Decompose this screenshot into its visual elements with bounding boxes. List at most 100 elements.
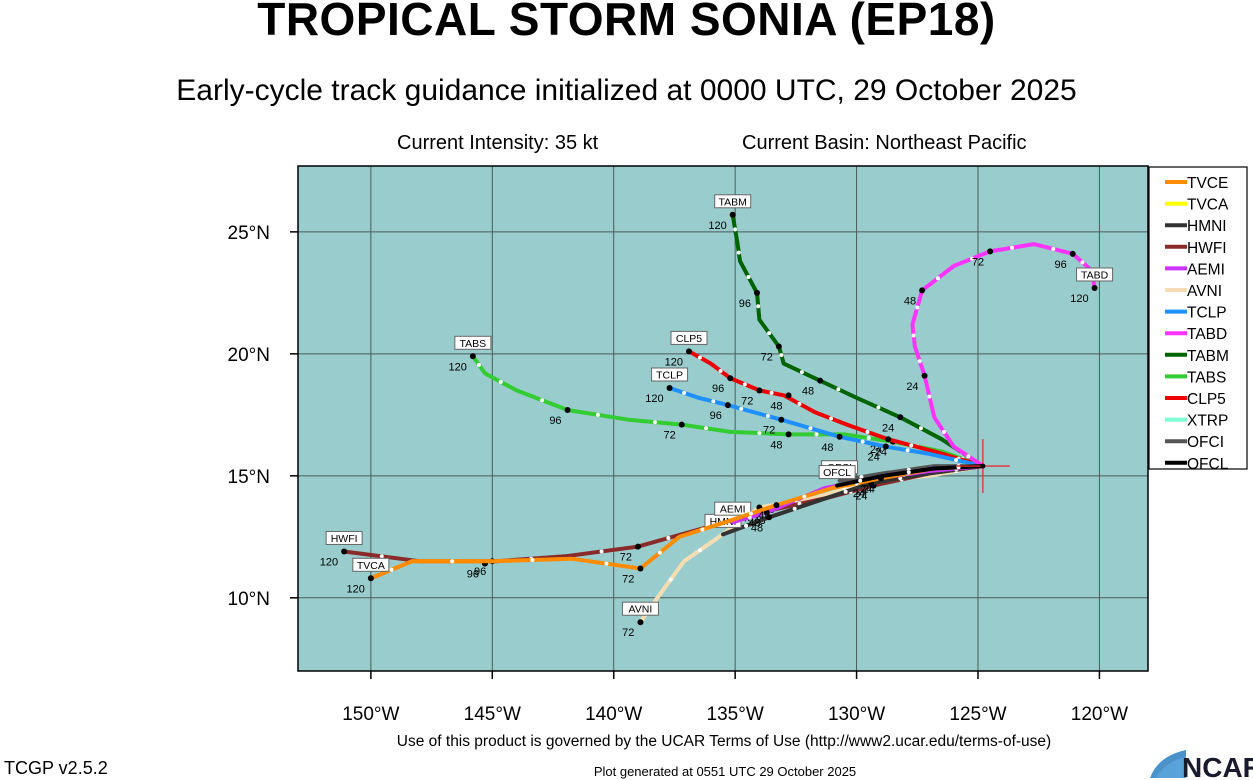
track-dot: [450, 559, 455, 564]
track-dot: [748, 511, 753, 516]
track-dot: [540, 398, 545, 403]
track-dot: [909, 443, 914, 448]
track-dot: [905, 448, 910, 453]
storm-center-point: [980, 463, 986, 469]
plot-generated: Plot generated at 0551 UTC 29 October 20…: [593, 764, 857, 779]
forecast-hour-label: 48: [821, 442, 833, 454]
track-dot: [1010, 245, 1014, 250]
track-tvca: 120 TVCA: [346, 557, 495, 595]
forecast-hour-point: [778, 416, 785, 423]
track-dot: [746, 275, 751, 280]
track-dot: [858, 478, 863, 483]
legend-item-ofcl: OFCL: [1165, 456, 1229, 473]
legend-item-aemi: AEMI: [1165, 261, 1225, 278]
legend-label: HMNI: [1187, 218, 1227, 235]
forecast-hour-point: [686, 348, 692, 355]
forecast-hour-label: 120: [665, 356, 683, 368]
forecast-hour-point: [341, 548, 348, 555]
track-dot: [906, 470, 911, 475]
track-dot: [757, 431, 762, 436]
legend-label: TABM: [1187, 348, 1229, 365]
forecast-hour-label: 48: [802, 386, 814, 398]
forecast-hour-point: [987, 248, 994, 255]
track-end-box: [714, 501, 752, 516]
forecast-hour-point: [836, 433, 843, 440]
forecast-hour-point: [785, 392, 792, 399]
forecast-hour-point: [785, 431, 792, 438]
lon-tick-label: 140°W: [585, 704, 642, 725]
forecast-hour-label: 72: [763, 425, 775, 437]
track-end-label: CLP5: [676, 333, 702, 345]
track-dot: [530, 557, 535, 562]
track-dot: [765, 414, 770, 419]
track-dot: [829, 416, 834, 421]
track-tabd: 24 48 72 96 120 TABD: [904, 242, 1114, 469]
track-end-box: [325, 530, 363, 545]
track-dot: [697, 355, 702, 360]
track-dot: [704, 426, 708, 431]
track-dot: [697, 548, 702, 553]
track-dot: [739, 406, 744, 411]
track-end-label: TABS: [460, 338, 487, 350]
forecast-hour-point: [1069, 250, 1076, 257]
forecast-hour-label: 96: [474, 566, 486, 578]
track-dot: [736, 250, 741, 255]
forecast-hour-point: [564, 406, 571, 413]
forecast-hour-label: 96: [1054, 259, 1066, 271]
forecast-hour-label: 96: [712, 383, 724, 395]
track-end-label: TABD: [1081, 269, 1109, 281]
forecast-hour-label: 72: [663, 430, 675, 442]
lon-tick-label: 150°W: [342, 704, 399, 725]
legend-label: HWFI: [1187, 240, 1227, 257]
version-label: TCGP v2.5.2: [4, 758, 108, 778]
legend-item-tabm: TABM: [1165, 348, 1229, 365]
track-end-box: [1076, 267, 1114, 282]
legend-label: TABS: [1187, 369, 1226, 386]
map-frame: 150°W 145°W 140°W 135°W 130°W 125°W 120°W 10°N 1…: [228, 165, 1149, 725]
legend-label: TABD: [1187, 326, 1227, 343]
forecast-hour-label: 120: [346, 583, 364, 595]
track-dot: [911, 333, 916, 338]
lon-tick-label: 130°W: [828, 704, 885, 725]
lon-tick-label: 145°W: [464, 704, 521, 725]
lat-tick-label: 15°N: [228, 467, 270, 488]
track-dot: [935, 276, 940, 281]
legend-item-hwfi: HWFI: [1165, 240, 1227, 257]
legend-item-tvca: TVCA: [1165, 197, 1229, 214]
lat-tick-label: 20°N: [228, 345, 270, 366]
track-end-label: OFCL: [823, 467, 851, 479]
track-dot: [860, 439, 865, 444]
track-dot: [711, 399, 716, 404]
track-dot: [682, 390, 687, 395]
track-dot: [792, 506, 797, 511]
legend-item-tvce: TVCE: [1165, 175, 1228, 192]
forecast-hour-label: 120: [645, 393, 663, 405]
track-end-box: [352, 557, 390, 572]
track-dot: [1080, 260, 1085, 265]
legend-item-tabd: TABD: [1165, 326, 1227, 343]
lat-tick-label: 25°N: [228, 223, 270, 244]
track-dot: [733, 227, 738, 232]
map-title: TROPICAL STORM SONIA (EP18): [257, 0, 996, 45]
track-ofcl: OFCL: [818, 464, 985, 488]
forecast-hour-label: 48: [770, 439, 782, 451]
track-dot: [808, 426, 813, 431]
forecast-hour-label: 120: [1070, 293, 1088, 305]
track-tclp: 24 48 72 96 120 TCLP: [645, 367, 985, 469]
track-dot: [876, 405, 881, 410]
track-dot: [498, 379, 503, 384]
track-dot: [966, 454, 971, 459]
forecast-hour-point: [919, 287, 926, 294]
track-dot: [954, 457, 959, 462]
legend-item-hmni: HMNI: [1165, 218, 1227, 235]
track-end-label: TABM: [719, 196, 747, 208]
legend-label: TVCA: [1187, 197, 1229, 214]
forecast-hour-label: 48: [748, 517, 760, 529]
track-dot: [657, 550, 662, 555]
legend-item-avni: AVNI: [1165, 283, 1222, 300]
forecast-hour-point: [637, 619, 644, 626]
map-subtitle: Early-cycle track guidance initialized a…: [176, 74, 1077, 107]
forecast-hour-point: [882, 443, 889, 450]
forecast-hour-point: [727, 375, 734, 382]
forecast-hour-label: 96: [710, 410, 722, 422]
